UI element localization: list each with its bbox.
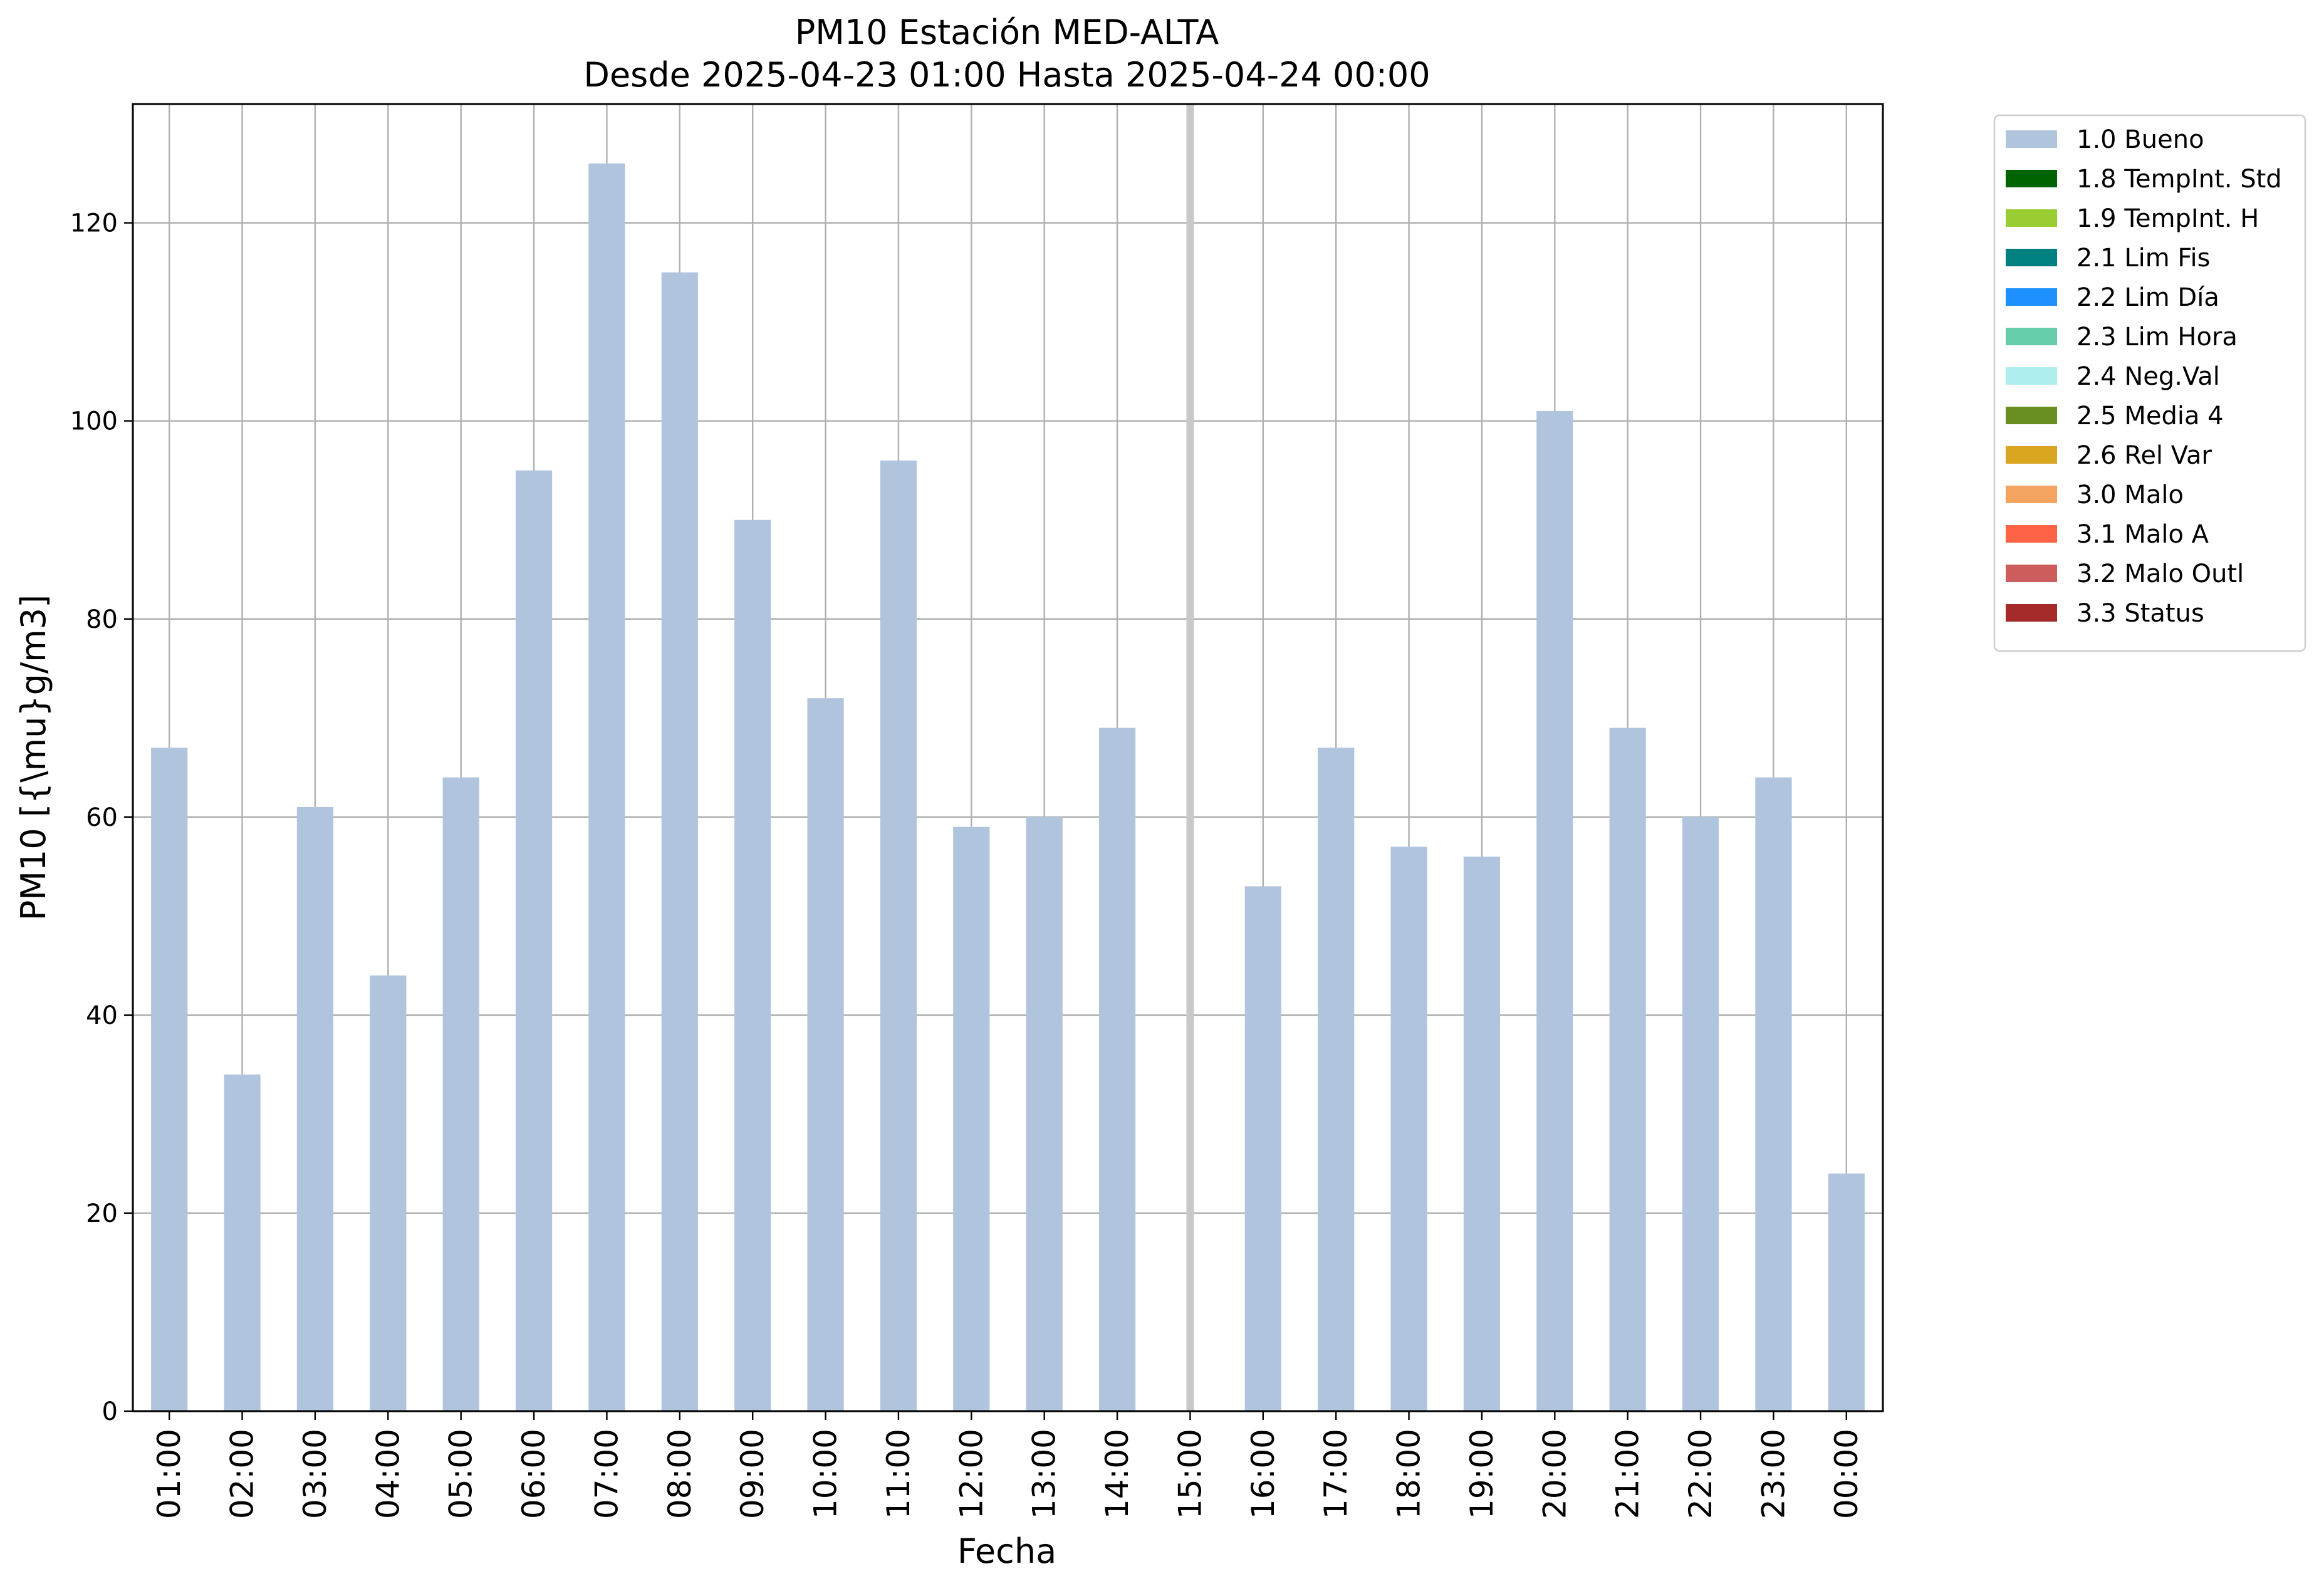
x-tick-label: 18:00 bbox=[1391, 1429, 1427, 1519]
legend-label: 2.4 Neg.Val bbox=[2076, 362, 2220, 391]
x-axis-label: Fecha bbox=[957, 1531, 1056, 1571]
x-tick-label: 20:00 bbox=[1536, 1429, 1573, 1519]
bar bbox=[953, 827, 990, 1411]
x-tick-label: 05:00 bbox=[443, 1429, 479, 1519]
bar bbox=[151, 748, 188, 1411]
legend-label: 3.3 Status bbox=[2076, 599, 2204, 628]
bar bbox=[515, 470, 553, 1411]
y-tick-label: 20 bbox=[86, 1199, 118, 1228]
legend-label: 2.6 Rel Var bbox=[2076, 441, 2212, 470]
legend-label: 3.2 Malo Outl bbox=[2076, 560, 2244, 588]
legend-swatch bbox=[2006, 367, 2057, 385]
legend-label: 2.3 Lim Hora bbox=[2076, 323, 2238, 352]
x-tick-label: 09:00 bbox=[734, 1429, 771, 1519]
chart-title: PM10 Estación MED-ALTA bbox=[795, 13, 1219, 52]
bar bbox=[807, 698, 844, 1411]
bar bbox=[1828, 1173, 1865, 1411]
bar bbox=[1318, 748, 1355, 1411]
legend-label: 3.1 Malo A bbox=[2076, 520, 2209, 549]
x-tick-label: 06:00 bbox=[516, 1429, 552, 1519]
bar bbox=[588, 163, 625, 1412]
x-tick-label: 00:00 bbox=[1828, 1429, 1865, 1519]
legend-swatch bbox=[2006, 130, 2057, 148]
x-tick-label: 08:00 bbox=[662, 1429, 698, 1519]
chart-subtitle: Desde 2025-04-23 01:00 Hasta 2025-04-24 … bbox=[583, 55, 1430, 95]
bar bbox=[1536, 410, 1573, 1411]
legend-label: 2.1 Lim Fis bbox=[2076, 244, 2210, 273]
x-tick-label: 12:00 bbox=[953, 1429, 989, 1519]
x-tick-label: 19:00 bbox=[1464, 1429, 1500, 1519]
legend-swatch bbox=[2006, 209, 2057, 227]
x-tick-label: 01:00 bbox=[151, 1429, 187, 1519]
legend-label: 2.2 Lim Día bbox=[2076, 283, 2219, 312]
legend-swatch bbox=[2006, 288, 2057, 306]
y-tick-label: 80 bbox=[86, 605, 118, 634]
bar bbox=[370, 975, 407, 1411]
bar bbox=[1026, 816, 1063, 1411]
legend-swatch bbox=[2006, 565, 2057, 582]
legend: 1.0 Bueno 1.8 TempInt. Std 1.9 TempInt. H 2… bbox=[1993, 114, 2306, 652]
bar bbox=[442, 777, 479, 1411]
y-tick-label: 40 bbox=[86, 1001, 118, 1030]
x-tick-label: 14:00 bbox=[1099, 1429, 1135, 1519]
legend-swatch bbox=[2006, 446, 2057, 464]
bar bbox=[1463, 857, 1501, 1411]
x-tick-label: 04:00 bbox=[370, 1429, 406, 1519]
bar bbox=[1609, 728, 1646, 1411]
bar bbox=[734, 519, 771, 1411]
legend-label: 1.9 TempInt. H bbox=[2076, 204, 2259, 233]
bar bbox=[224, 1074, 261, 1411]
y-tick-label: 100 bbox=[70, 407, 118, 436]
plot-frame bbox=[132, 103, 1884, 1412]
x-tick-label: 11:00 bbox=[880, 1429, 917, 1519]
axes: 0 20 40 60 80 100 120 01:00 02:00 03:00 04:00 05:00… bbox=[70, 103, 1884, 1519]
legend-swatch bbox=[2006, 486, 2057, 503]
legend-swatch bbox=[2006, 249, 2057, 266]
legend-swatch bbox=[2006, 525, 2057, 543]
bar bbox=[880, 460, 917, 1411]
bar bbox=[1755, 777, 1792, 1411]
legend-label: 1.8 TempInt. Std bbox=[2076, 165, 2282, 194]
x-tick-label: 16:00 bbox=[1245, 1429, 1281, 1519]
x-tick-label: 15:00 bbox=[1172, 1429, 1208, 1519]
y-axis-label: PM10 [{\mu}g/m3] bbox=[14, 595, 53, 921]
legend-label: 2.5 Media 4 bbox=[2076, 402, 2224, 430]
y-tick-label: 0 bbox=[102, 1397, 118, 1426]
bar bbox=[1098, 728, 1136, 1411]
legend-label: 3.0 Malo bbox=[2076, 481, 2184, 509]
legend-swatch bbox=[2006, 407, 2057, 424]
x-tick-label: 02:00 bbox=[224, 1429, 261, 1519]
legend-swatch bbox=[2006, 170, 2057, 187]
legend-box bbox=[1993, 114, 2306, 652]
legend-label: 1.0 Bueno bbox=[2076, 125, 2204, 154]
x-tick-label: 22:00 bbox=[1682, 1429, 1719, 1519]
legend-swatch bbox=[2006, 604, 2057, 622]
x-tick-label: 07:00 bbox=[588, 1429, 625, 1519]
bar bbox=[1244, 886, 1281, 1411]
x-tick-label: 13:00 bbox=[1026, 1429, 1063, 1519]
bars bbox=[151, 163, 1865, 1412]
y-tick-label: 120 bbox=[70, 209, 118, 238]
x-tick-label: 23:00 bbox=[1755, 1429, 1791, 1519]
x-tick-label: 21:00 bbox=[1610, 1429, 1646, 1519]
x-tick-label: 10:00 bbox=[808, 1429, 844, 1519]
bar bbox=[661, 272, 698, 1412]
bar bbox=[1390, 847, 1427, 1411]
bar bbox=[296, 807, 334, 1411]
x-tick-label: 03:00 bbox=[297, 1429, 333, 1519]
legend-swatch bbox=[2006, 328, 2057, 345]
bar bbox=[1682, 816, 1719, 1411]
x-tick-label: 17:00 bbox=[1318, 1429, 1354, 1519]
y-tick-label: 60 bbox=[86, 803, 118, 832]
